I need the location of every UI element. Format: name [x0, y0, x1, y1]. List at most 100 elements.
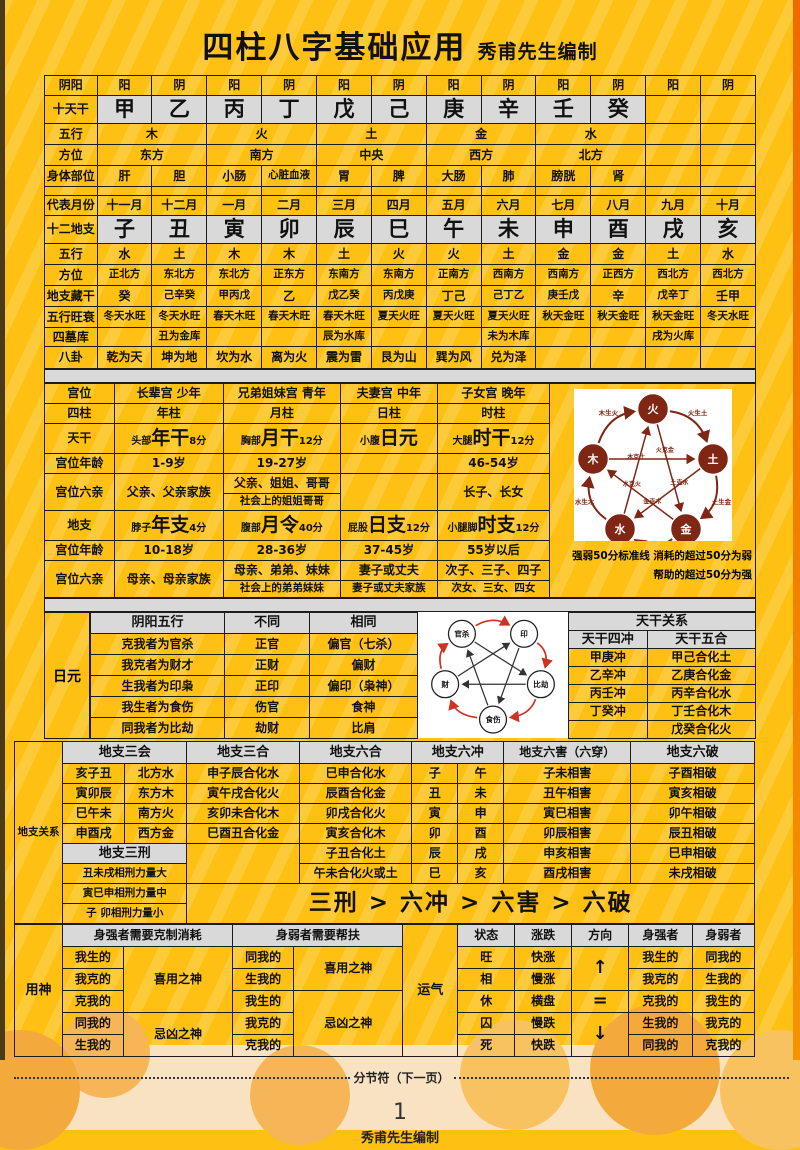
cell: 辰酉合化金: [298, 783, 413, 804]
svg-text:火克金: 火克金: [655, 446, 674, 454]
cell: 酉: [457, 823, 505, 844]
cell: 夏天火旺: [425, 306, 482, 328]
cell: [645, 186, 702, 196]
cell: 一月: [206, 195, 263, 216]
cell: 辛: [480, 95, 537, 124]
cell: 地支关系: [13, 741, 64, 924]
cell: [206, 327, 263, 347]
cell: 戊癸合化火: [646, 720, 757, 739]
cell: 中央: [316, 144, 427, 166]
cell: 正北方: [96, 264, 153, 286]
pillar-detail: 40分: [298, 522, 323, 534]
cell: 春天木旺: [206, 306, 263, 328]
stems-branches-table: 阴阳阳阴阳阴阳阴阳阴阳阴阳阴十天干甲乙丙丁戊己庚辛壬癸五行木火土金水方位 东方 南方…: [44, 75, 756, 369]
cell: 宫位六亲: [44, 473, 115, 511]
pillar-detail: 腹部: [240, 522, 261, 534]
svg-text:木生火: 木生火: [597, 408, 618, 417]
svg-text:食伤: 食伤: [485, 714, 501, 724]
cell: 囚: [457, 1012, 516, 1035]
pillar-name: 月干: [260, 426, 299, 449]
cell: 坎为水: [206, 346, 263, 369]
cell: 巳: [370, 215, 427, 244]
cell: 震为雷: [316, 346, 372, 369]
cell: 肺: [480, 165, 537, 187]
cell: 地支藏干: [44, 285, 98, 307]
cell: 十一月: [96, 195, 153, 216]
cell: 土: [316, 123, 427, 145]
cell: 兑为泽: [480, 346, 537, 369]
cell: 运气: [402, 924, 459, 1057]
cell: 水: [700, 243, 756, 265]
cell: 丙: [206, 95, 263, 124]
cell: 丙戊庚: [370, 285, 427, 307]
cell: 阳: [425, 75, 482, 96]
cell: 土: [480, 243, 537, 265]
cell: 伤官: [224, 696, 311, 718]
cell: 55岁以后: [436, 540, 551, 561]
svg-text:官杀: 官杀: [454, 629, 470, 639]
cell: 宫位: [44, 383, 115, 404]
cell: 生我的: [62, 1034, 124, 1057]
cell: 申亥相害: [503, 843, 632, 864]
cell: 小腿脚时支12分: [436, 510, 551, 541]
cell: 卯: [261, 215, 318, 244]
cell: 寅亥合化木: [298, 823, 413, 844]
cell: 时柱: [436, 403, 551, 424]
cell: 寅卯辰: [62, 783, 126, 804]
cell: 戊辛丁: [645, 285, 702, 307]
cell: 西南方: [535, 264, 592, 286]
page-number: 1: [393, 1100, 407, 1125]
cell: 甲己合化土: [646, 648, 757, 667]
cell: 申酉戌: [62, 823, 126, 844]
cell: [316, 186, 372, 196]
strength-threshold-note: 强弱50分标准线 消耗的超过50分为弱 帮助的超过50分为强: [550, 541, 755, 585]
cell: 同我的: [232, 946, 294, 969]
cell: 地支六破: [630, 741, 755, 764]
cell: 己丁乙: [480, 285, 537, 307]
cell: 甲丙戊: [206, 285, 263, 307]
cell: 食神: [309, 696, 418, 718]
cell: 大肠: [425, 165, 482, 187]
cell: 东南方: [316, 264, 372, 286]
cell: 五行: [44, 123, 98, 145]
cell: 八卦: [44, 346, 98, 369]
cell: 戊乙癸: [316, 285, 372, 307]
cell: 我克者为财才: [89, 654, 226, 676]
cell: 东北方: [151, 264, 208, 286]
section-divider: [44, 369, 756, 383]
pillar-detail: 胸部: [240, 435, 261, 447]
pillar-detail: 12分: [405, 522, 430, 534]
svg-text:水生木: 水生木: [574, 497, 594, 506]
cell: [535, 327, 592, 347]
cell: 子酉相破: [630, 763, 755, 784]
cell: 乙辛冲: [568, 666, 648, 685]
cell: 偏印（枭神）: [309, 675, 418, 697]
cell: 申子辰合化水: [186, 763, 300, 784]
cell: 西南方: [480, 264, 537, 286]
cell: 九月: [645, 195, 702, 216]
cell: 喜用之神: [122, 946, 234, 1013]
cell: 寅: [206, 215, 263, 244]
cell: 28-36岁: [222, 540, 341, 561]
cell: 巽为风: [425, 346, 482, 369]
cell: 地支: [44, 510, 115, 541]
day-master-label: 日元: [44, 612, 90, 739]
poster-page: 四柱八字基础应用 秀甫先生编制 阴阳阳阴阳阴阳阴阳阴阳阴阳阴十天干甲乙丙丁戊己庚…: [13, 0, 790, 1146]
cell: 身强者: [628, 924, 693, 947]
cell: 寅亥相破: [630, 783, 755, 804]
pillar-name: 年支: [151, 513, 190, 536]
cell: 癸: [590, 95, 647, 124]
cell: 卯辰相害: [503, 823, 632, 844]
cell: [370, 186, 427, 196]
cell: [645, 95, 702, 124]
cell: 宫位年龄: [44, 540, 115, 561]
dotted-line: [14, 1076, 350, 1079]
cell: 甲: [96, 95, 153, 124]
section-divider: [44, 598, 756, 612]
cell: 七月: [535, 195, 592, 216]
cell: 年柱: [113, 403, 224, 424]
cell: 阴: [370, 75, 427, 96]
cell: 宫位六亲: [44, 560, 115, 598]
dotted-line: [453, 1076, 790, 1079]
cell: [261, 327, 318, 347]
